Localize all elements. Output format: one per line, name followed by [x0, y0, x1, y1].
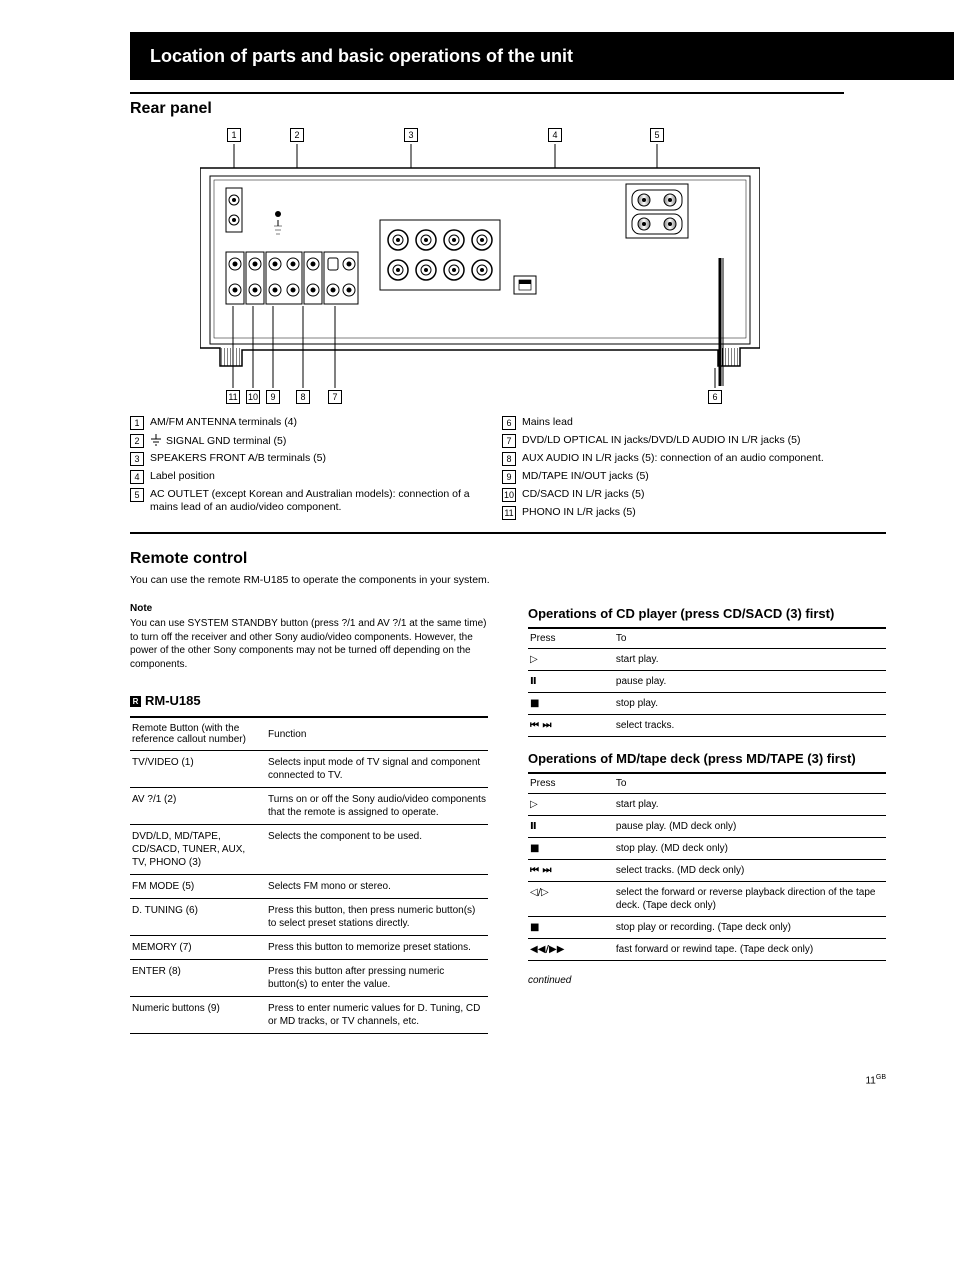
remote-sub: You can use the remote RM-U185 to operat… — [130, 574, 886, 588]
table-row: ⏮ ⏭select tracks. (MD deck only) — [528, 859, 886, 881]
legend-num: 9 — [502, 470, 516, 484]
table-row: Ⅱpause play. — [528, 670, 886, 692]
remote-callout-table: Remote Button (with the reference callou… — [130, 716, 488, 1034]
play-icon: ▷ — [530, 799, 538, 810]
legend-item: 2 SIGNAL GND terminal (5) — [130, 432, 472, 450]
remote-title: Remote control — [130, 550, 886, 568]
table-row: ⏮ ⏭select tracks. — [528, 714, 886, 736]
legend-item: 6 Mains lead — [502, 414, 844, 432]
legend-text: SPEAKERS FRONT A/B terminals (5) — [150, 452, 472, 465]
legend-num: 7 — [502, 434, 516, 448]
table-row: TV/VIDEO (1)Selects input mode of TV sig… — [130, 751, 488, 788]
rear-panel-diagram: 1 2 3 4 5 11 10 9 8 7 6 — [200, 128, 844, 408]
legend-num: 3 — [130, 452, 144, 466]
table-row: ■stop play. — [528, 692, 886, 714]
table-row: Numeric buttons (9)Press to enter numeri… — [130, 997, 488, 1034]
prev-next-icon: ⏮ ⏭ — [530, 865, 551, 876]
continued-text: continued — [528, 975, 886, 986]
cd-ops-table: Press To ▷start play.Ⅱpause play.■stop p… — [528, 627, 886, 737]
table-row: ▷start play. — [528, 793, 886, 815]
legend-item: 8 AUX AUDIO IN L/R jacks (5): connection … — [502, 450, 844, 468]
rear-panel-title: Rear panel — [130, 100, 212, 118]
table-row: ◀◀/▶▶fast forward or rewind tape. (Tape … — [528, 938, 886, 960]
legend-item: 11 PHONO IN L/R jacks (5) — [502, 504, 844, 522]
legend-item: 7 DVD/LD OPTICAL IN jacks/DVD/LD AUDIO IN… — [502, 432, 844, 450]
legend-text: AM/FM ANTENNA terminals (4) — [150, 416, 472, 429]
legend-text: SIGNAL GND terminal (5) — [150, 434, 472, 448]
note-title: Note — [130, 602, 488, 616]
rew-ff-icon: ◀◀/▶▶ — [530, 944, 564, 955]
stop-icon: ■ — [530, 843, 539, 854]
table-row: D. TUNING (6)Press this button, then pre… — [130, 899, 488, 936]
legend-item: 4 Label position — [130, 468, 472, 486]
prev-next-icon: ⏮ ⏭ — [530, 720, 551, 731]
header-title: Location of parts and basic operations o… — [150, 46, 573, 67]
legend-num: 4 — [130, 470, 144, 484]
table-row: MEMORY (7)Press this button to memorize … — [130, 936, 488, 960]
table-row: ◁/▷select the forward or reverse playbac… — [528, 881, 886, 916]
legend-num: 2 — [130, 434, 144, 448]
legend-item: 5 AC OUTLET (except Korean and Australian… — [130, 486, 472, 516]
dir-icon: ◁/▷ — [530, 887, 549, 898]
table-row: DVD/LD, MD/TAPE, CD/SACD, TUNER, AUX, TV… — [130, 825, 488, 875]
rear-panel-svg — [200, 128, 760, 408]
table-row: FM MODE (5)Selects FM mono or stereo. — [130, 875, 488, 899]
legend-text: PHONO IN L/R jacks (5) — [522, 506, 844, 519]
table-row: AV ?/1 (2)Turns on or off the Sony audio… — [130, 788, 488, 825]
legend-item: 3 SPEAKERS FRONT A/B terminals (5) — [130, 450, 472, 468]
table-row: ENTER (8)Press this button after pressin… — [130, 960, 488, 997]
pause-icon: Ⅱ — [530, 676, 537, 687]
md-ops-table: Press To ▷start play.Ⅱpause play. (MD de… — [528, 772, 886, 961]
legend-num: 11 — [502, 506, 516, 520]
legend-text: AUX AUDIO IN L/R jacks (5): connection o… — [522, 452, 844, 465]
pause-icon: Ⅱ — [530, 821, 537, 832]
legend-text: Mains lead — [522, 416, 844, 429]
rm-badge-icon: R — [130, 696, 141, 707]
legend-text: DVD/LD OPTICAL IN jacks/DVD/LD AUDIO IN … — [522, 434, 844, 447]
legend-right: 6 Mains lead 7 DVD/LD OPTICAL IN jacks/DVD/… — [502, 414, 844, 522]
table-row: Ⅱpause play. (MD deck only) — [528, 815, 886, 837]
table-row: ■stop play or recording. (Tape deck only… — [528, 916, 886, 938]
play-icon: ▷ — [530, 654, 538, 665]
legend-item: 10 CD/SACD IN L/R jacks (5) — [502, 486, 844, 504]
legend-left: 1 AM/FM ANTENNA terminals (4) 2 SIGNAL GND … — [130, 414, 472, 522]
table-row: ■stop play. (MD deck only) — [528, 837, 886, 859]
legend-text: Label position — [150, 470, 472, 483]
table-row: ▷start play. — [528, 648, 886, 670]
legend-num: 6 — [502, 416, 516, 430]
legend-text: MD/TAPE IN/OUT jacks (5) — [522, 470, 844, 483]
stop-icon: ■ — [530, 698, 539, 709]
page-number: 11GB — [865, 1074, 886, 1086]
legend-text: AC OUTLET (except Korean and Australian … — [150, 488, 472, 514]
legend-item: 9 MD/TAPE IN/OUT jacks (5) — [502, 468, 844, 486]
legend-num: 8 — [502, 452, 516, 466]
legend-item: 1 AM/FM ANTENNA terminals (4) — [130, 414, 472, 432]
note-body: You can use SYSTEM STANDBY button (press… — [130, 617, 488, 671]
ground-icon — [150, 434, 162, 446]
stop-icon: ■ — [530, 922, 539, 933]
cd-table-title: Operations of CD player (press CD/SACD (… — [528, 606, 886, 621]
legend-num: 1 — [130, 416, 144, 430]
legend-num: 10 — [502, 488, 516, 502]
md-table-title: Operations of MD/tape deck (press MD/TAP… — [528, 751, 886, 766]
legend-num: 5 — [130, 488, 144, 502]
rm-box-title: RM-U185 — [145, 693, 201, 708]
legend-text: CD/SACD IN L/R jacks (5) — [522, 488, 844, 501]
